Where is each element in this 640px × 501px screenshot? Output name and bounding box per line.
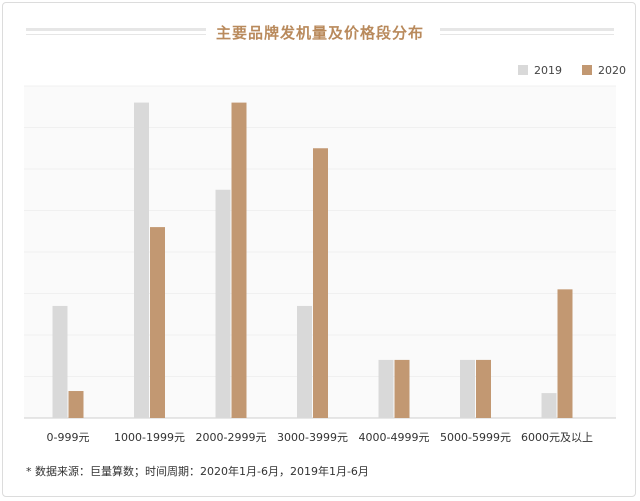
bar-2019-2 — [215, 189, 231, 418]
title-rule-left-thin — [26, 34, 206, 35]
bar-2020-4 — [394, 359, 410, 418]
x-tick-label: 3000-3999元 — [277, 431, 348, 444]
bar-2019-3 — [297, 305, 312, 418]
data-source-footnote: * 数据来源：巨量算数；时间周期：2020年1月-6月，2019年1月-6月 — [26, 465, 369, 478]
x-tick-label: 4000-4999元 — [359, 431, 430, 444]
x-tick-label: 5000-5999元 — [440, 431, 511, 444]
bar-2020-1 — [150, 227, 165, 418]
chart-title: 主要品牌发机量及价格段分布 — [215, 24, 424, 42]
legend-swatch-2019 — [518, 65, 528, 75]
legend-item-2019: 2019 — [518, 64, 562, 77]
x-tick-label: 6000元及以上 — [521, 431, 593, 444]
bar-2019-6 — [541, 393, 557, 418]
bar-2019-1 — [134, 102, 149, 418]
title-rule-right-thin — [440, 34, 614, 35]
bar-2019-4 — [378, 359, 394, 418]
bar-2020-6 — [557, 289, 573, 418]
bar-2019-5 — [460, 359, 475, 418]
title-row: 主要品牌发机量及价格段分布 — [0, 20, 640, 48]
legend-item-2020: 2020 — [582, 64, 626, 77]
legend-swatch-2020 — [582, 65, 592, 75]
legend: 2019 2020 — [518, 61, 626, 79]
title-rule-right — [440, 28, 614, 31]
bar-2020-3 — [313, 148, 328, 418]
legend-label-2020: 2020 — [598, 63, 626, 77]
title-rule-left — [26, 28, 206, 31]
bar-2020-0 — [68, 391, 84, 418]
x-tick-label: 1000-1999元 — [114, 431, 185, 444]
plot-area: 0-999元 1000-1999元 2000-2999元 3000-3999元 4000… — [24, 85, 616, 444]
bar-2020-5 — [476, 359, 491, 418]
bar-2019-0 — [52, 305, 68, 418]
legend-label-2019: 2019 — [534, 63, 562, 77]
x-tick-label: 2000-2999元 — [196, 431, 267, 444]
bar-2020-2 — [231, 102, 247, 418]
x-tick-label: 0-999元 — [47, 431, 90, 444]
